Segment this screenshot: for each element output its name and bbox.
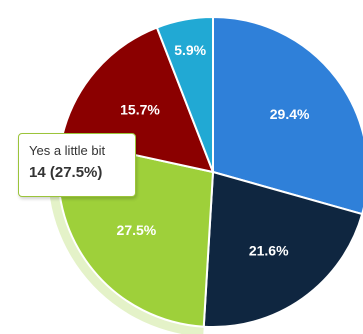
slice-data-label: 27.5% — [117, 222, 157, 238]
slice-data-label: 21.6% — [249, 242, 289, 258]
slice-data-label: 5.9% — [174, 42, 206, 58]
slice-data-label: 15.7% — [120, 102, 160, 118]
pie-slice[interactable] — [202, 171, 363, 328]
tooltip-value: 14 (27.5%) — [29, 164, 103, 181]
pie-slice[interactable] — [212, 16, 363, 216]
tooltip-label: Yes a little bit — [29, 143, 106, 158]
chart-tooltip: Yes a little bit 14 (27.5%) — [18, 133, 136, 197]
pie-slice[interactable] — [155, 16, 214, 173]
slice-data-label: 29.4% — [270, 106, 310, 122]
